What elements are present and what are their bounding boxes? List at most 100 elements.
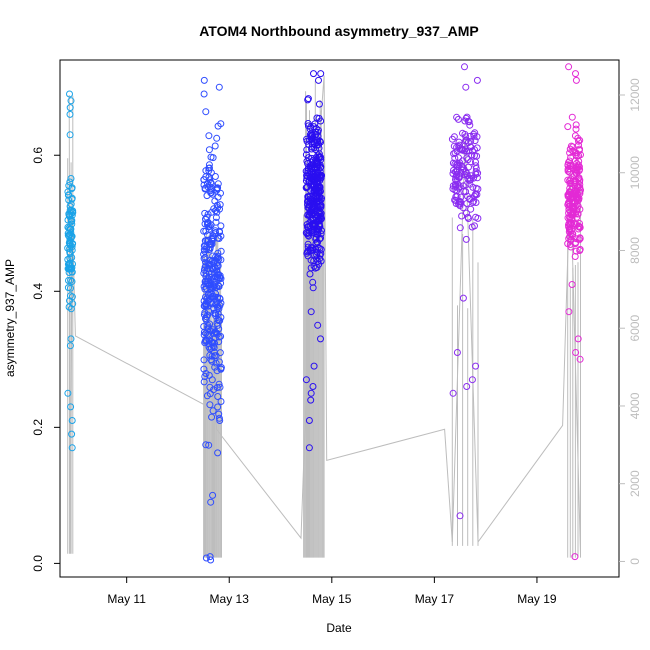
data-point [210,344,218,351]
data-point [564,176,572,184]
data-point-outlier [572,76,580,84]
data-point-outlier [200,76,208,84]
data-point [203,313,211,321]
data-point [575,141,582,149]
data-point-outlier [207,556,215,564]
data-point [306,195,314,203]
data-point [213,367,221,375]
data-point [66,178,74,186]
data-point-outlier [317,70,325,78]
data-point [314,238,322,246]
data-point [310,187,318,195]
data-point [565,209,573,217]
data-point [462,235,470,243]
data-point [306,270,314,278]
data-point [459,166,466,174]
data-point [307,158,315,166]
data-point [450,133,458,141]
data-point [216,205,223,213]
data-point [566,233,574,240]
data-point [452,197,460,204]
data-point-outlier [66,110,74,118]
data-point [217,313,225,321]
data-point-outlier [207,498,215,506]
data-point [211,142,219,150]
data-point [452,173,460,181]
data-point [215,410,223,418]
data-point [317,117,325,125]
data-point [302,177,310,185]
data-point-outlier [310,362,318,370]
secondary-y-axis: 0 2000 4000 6000 8000 10000 12000 [619,78,642,565]
data-point [463,113,471,121]
y2-tick-label: 2000 [628,470,642,497]
data-point-outlier [66,131,74,139]
data-point [212,214,220,221]
data-point [451,149,459,157]
y2-tick-label: 8000 [628,237,642,264]
data-point [209,154,217,162]
data-point [206,345,214,353]
x-axis-label: Date [326,621,352,635]
data-point [205,132,213,140]
data-point [67,276,75,284]
data-point [309,227,316,235]
plot-frame [59,59,620,578]
data-point-outlier [314,321,322,329]
data-point [214,193,222,201]
data-point [305,154,312,162]
data-point [461,117,469,125]
data-point [469,183,477,191]
data-point [569,203,577,211]
y-tick-label: 0.4 [31,283,45,300]
data-point [308,131,316,139]
data-point-outlier [574,335,582,343]
data-point [310,223,318,231]
data-point-outlier [461,63,468,71]
data-point [210,348,218,356]
data-point [216,227,223,235]
data-point-outlier [473,76,481,84]
data-point-outlier [215,83,223,91]
data-point [200,365,208,373]
data-point [575,152,583,160]
data-point-outlier [568,281,576,288]
data-point [471,222,478,230]
data-point [64,231,72,239]
data-point [457,193,465,201]
data-point-outlier [565,308,573,316]
y-tick-label: 0.0 [31,555,45,572]
data-point [217,275,225,282]
data-point-outlier [68,444,76,452]
data-point [68,278,76,285]
data-point [208,240,216,248]
data-point [208,208,216,216]
x-tick-label: May 19 [517,592,557,606]
data-point [200,255,208,263]
data-point [466,132,474,140]
data-point [200,378,208,386]
data-point [451,181,459,189]
data-point [576,188,584,196]
data-point [211,269,219,277]
data-point [575,137,582,145]
y-tick-label: 0.2 [31,419,45,436]
data-point [572,166,580,174]
chart-title: ATOM4 Northbound asymmetry_937_AMP [199,23,479,39]
data-point [205,273,213,281]
data-point [567,142,575,150]
data-point [211,264,219,272]
scatter-points [64,63,584,564]
data-point [456,141,463,149]
data-point-outlier [565,63,573,71]
data-point [304,211,312,219]
data-point [463,147,471,155]
data-point [472,184,480,192]
data-point [314,203,322,211]
data-point [304,95,312,103]
data-point [567,175,575,183]
data-point-outlier [462,83,470,91]
cluster-may-19 [564,63,584,561]
data-point [465,215,472,222]
